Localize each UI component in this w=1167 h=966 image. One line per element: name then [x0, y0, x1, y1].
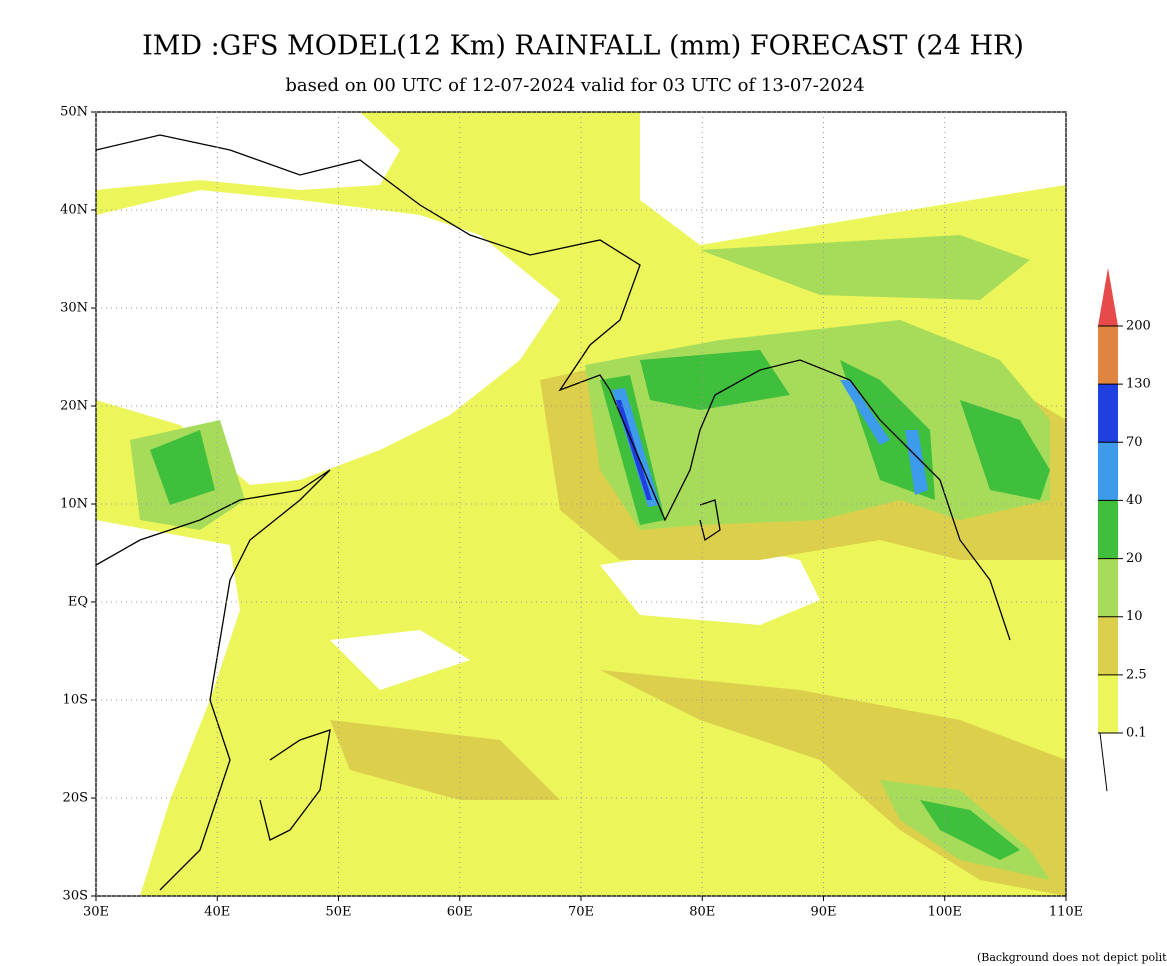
- lat-tick-label: 30S: [63, 889, 88, 904]
- lon-tick-label: 110E: [1049, 905, 1083, 920]
- colorbar-label: 70: [1126, 435, 1143, 450]
- colorbar-segment: [1098, 558, 1118, 617]
- lon-tick-label: 70E: [568, 905, 594, 920]
- colorbar-arrow: [1098, 267, 1118, 326]
- lat-tick-label: 10S: [63, 693, 88, 708]
- lon-tick-label: 100E: [928, 905, 962, 920]
- lon-tick-label: 50E: [325, 905, 351, 920]
- colorbar-tail: [1099, 732, 1108, 792]
- lat-tick-label: 30N: [60, 301, 88, 316]
- lon-tick-label: 30E: [83, 905, 109, 920]
- colorbar-label: 200: [1126, 319, 1151, 334]
- lat-tick-label: 50N: [60, 105, 88, 120]
- colorbar-segment: [1098, 442, 1118, 501]
- colorbar-label: 130: [1126, 377, 1151, 392]
- lon-tick-label: 40E: [204, 905, 230, 920]
- lon-tick-label: 60E: [447, 905, 473, 920]
- lat-tick-label: 20N: [60, 399, 88, 414]
- title: IMD :GFS MODEL(12 Km) RAINFALL (mm) FORE…: [142, 31, 1024, 62]
- colorbar-label: 0.1: [1126, 726, 1147, 741]
- colorbar-segment: [1098, 500, 1118, 559]
- lat-tick-label: 40N: [60, 203, 88, 218]
- lon-tick-label: 90E: [810, 905, 836, 920]
- colorbar-segment: [1098, 674, 1118, 733]
- colorbar-label: 40: [1126, 493, 1143, 508]
- colorbar-label: 20: [1126, 551, 1143, 566]
- lat-tick-label: 20S: [63, 791, 88, 806]
- subtitle: based on 00 UTC of 12-07-2024 valid for …: [285, 75, 864, 96]
- colorbar-label: 10: [1126, 609, 1143, 624]
- colorbar-label: 2.5: [1126, 667, 1147, 682]
- lat-tick-label: 10N: [60, 497, 88, 512]
- lat-tick-label: EQ: [68, 595, 88, 610]
- lon-tick-label: 80E: [689, 905, 715, 920]
- colorbar-segment: [1098, 326, 1118, 385]
- footnote: (Background does not depict political bo…: [977, 951, 1167, 964]
- colorbar-segment: [1098, 616, 1118, 675]
- colorbar-segment: [1098, 384, 1118, 443]
